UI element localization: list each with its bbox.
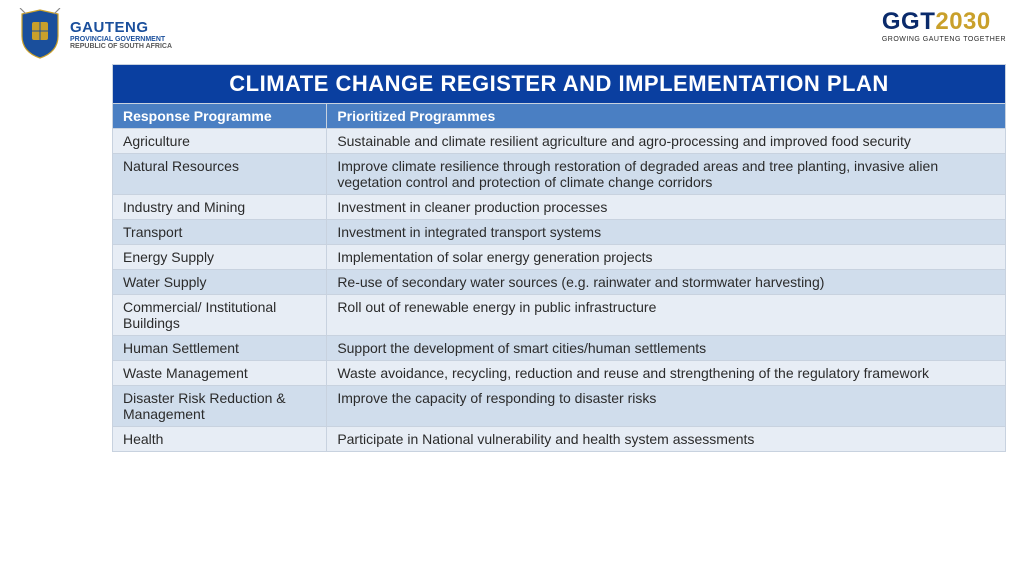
table-row: AgricultureSustainable and climate resil… [113, 129, 1006, 154]
table-row: Water SupplyRe-use of secondary water so… [113, 270, 1006, 295]
cell-response-programme: Human Settlement [113, 336, 327, 361]
cell-prioritized-programme: Roll out of renewable energy in public i… [327, 295, 1006, 336]
gauteng-logo-text: GAUTENG PROVINCIAL GOVERNMENT REPUBLIC O… [70, 19, 172, 50]
cell-response-programme: Commercial/ Institutional Buildings [113, 295, 327, 336]
cell-prioritized-programme: Improve climate resilience through resto… [327, 154, 1006, 195]
cell-prioritized-programme: Improve the capacity of responding to di… [327, 386, 1006, 427]
col-header-response: Response Programme [113, 104, 327, 129]
cell-prioritized-programme: Waste avoidance, recycling, reduction an… [327, 361, 1006, 386]
table-row: Energy SupplyImplementation of solar ene… [113, 245, 1006, 270]
cell-prioritized-programme: Participate in National vulnerability an… [327, 427, 1006, 452]
programmes-table: Response Programme Prioritized Programme… [112, 103, 1006, 452]
cell-response-programme: Waste Management [113, 361, 327, 386]
cell-prioritized-programme: Support the development of smart cities/… [327, 336, 1006, 361]
cell-prioritized-programme: Implementation of solar energy generatio… [327, 245, 1006, 270]
table-row: Industry and MiningInvestment in cleaner… [113, 195, 1006, 220]
cell-response-programme: Energy Supply [113, 245, 327, 270]
cell-response-programme: Agriculture [113, 129, 327, 154]
crest-icon [18, 8, 62, 60]
org-sub1: PROVINCIAL GOVERNMENT [70, 36, 172, 43]
cell-response-programme: Transport [113, 220, 327, 245]
cell-prioritized-programme: Re-use of secondary water sources (e.g. … [327, 270, 1006, 295]
slide-content: CLIMATE CHANGE REGISTER AND IMPLEMENTATI… [0, 64, 1024, 452]
cell-prioritized-programme: Sustainable and climate resilient agricu… [327, 129, 1006, 154]
cell-response-programme: Water Supply [113, 270, 327, 295]
table-row: TransportInvestment in integrated transp… [113, 220, 1006, 245]
cell-prioritized-programme: Investment in cleaner production process… [327, 195, 1006, 220]
table-row: HealthParticipate in National vulnerabil… [113, 427, 1006, 452]
slide-title: CLIMATE CHANGE REGISTER AND IMPLEMENTATI… [112, 64, 1006, 103]
table-row: Waste ManagementWaste avoidance, recycli… [113, 361, 1006, 386]
slide-header: GAUTENG PROVINCIAL GOVERNMENT REPUBLIC O… [0, 0, 1024, 64]
table-row: Disaster Risk Reduction & ManagementImpr… [113, 386, 1006, 427]
table-header-row: Response Programme Prioritized Programme… [113, 104, 1006, 129]
col-header-prioritized: Prioritized Programmes [327, 104, 1006, 129]
cell-response-programme: Health [113, 427, 327, 452]
gauteng-logo: GAUTENG PROVINCIAL GOVERNMENT REPUBLIC O… [18, 8, 172, 60]
cell-response-programme: Natural Resources [113, 154, 327, 195]
cell-response-programme: Disaster Risk Reduction & Management [113, 386, 327, 427]
table-row: Natural ResourcesImprove climate resilie… [113, 154, 1006, 195]
ggt2030-main: GGT2030 [882, 8, 1006, 36]
org-name: GAUTENG [70, 19, 172, 36]
ggt2030-logo: GGT2030 GROWING GAUTENG TOGETHER [882, 8, 1006, 43]
table-row: Commercial/ Institutional BuildingsRoll … [113, 295, 1006, 336]
ggt2030-tagline: GROWING GAUTENG TOGETHER [882, 36, 1006, 43]
org-sub2: REPUBLIC OF SOUTH AFRICA [70, 43, 172, 50]
cell-response-programme: Industry and Mining [113, 195, 327, 220]
cell-prioritized-programme: Investment in integrated transport syste… [327, 220, 1006, 245]
table-row: Human SettlementSupport the development … [113, 336, 1006, 361]
